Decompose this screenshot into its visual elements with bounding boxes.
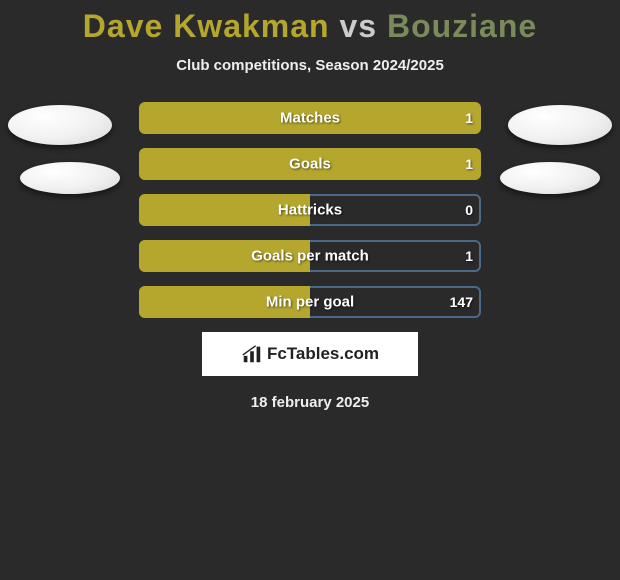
stat-label: Hattricks [278,202,342,219]
stat-value-right: 1 [465,248,473,264]
stat-label: Goals [289,156,331,173]
player2-photo-bottom [500,162,600,194]
player2-photo-top [508,105,612,145]
comparison-widget: Dave Kwakman vs Bouziane Club competitio… [0,0,620,411]
stats-area: Matches 1 Goals 1 Hattricks 0 Goals per match 1… [0,102,620,318]
stat-value-right: 1 [465,156,473,172]
stat-row: Goals per match 1 [139,240,481,272]
stat-value-right: 1 [465,110,473,126]
stat-row: Min per goal 147 [139,286,481,318]
stat-rows: Matches 1 Goals 1 Hattricks 0 Goals per match 1… [139,102,481,318]
stat-row: Hattricks 0 [139,194,481,226]
bar-chart-icon [241,343,263,365]
stat-value-right: 147 [450,294,473,310]
season-subtitle: Club competitions, Season 2024/2025 [0,57,620,74]
player2-name: Bouziane [387,8,537,44]
stat-label: Min per goal [266,294,354,311]
comparison-title: Dave Kwakman vs Bouziane [0,8,620,45]
player1-photo-bottom [20,162,120,194]
stat-label: Matches [280,110,340,127]
logo-text: FcTables.com [267,344,379,364]
stat-value-right: 0 [465,202,473,218]
stat-row: Matches 1 [139,102,481,134]
vs-label: vs [339,8,377,44]
fctables-logo[interactable]: FcTables.com [202,332,418,376]
stat-row: Goals 1 [139,148,481,180]
player1-photo-top [8,105,112,145]
stat-label: Goals per match [251,248,369,265]
player1-name: Dave Kwakman [83,8,330,44]
snapshot-date: 18 february 2025 [0,394,620,411]
